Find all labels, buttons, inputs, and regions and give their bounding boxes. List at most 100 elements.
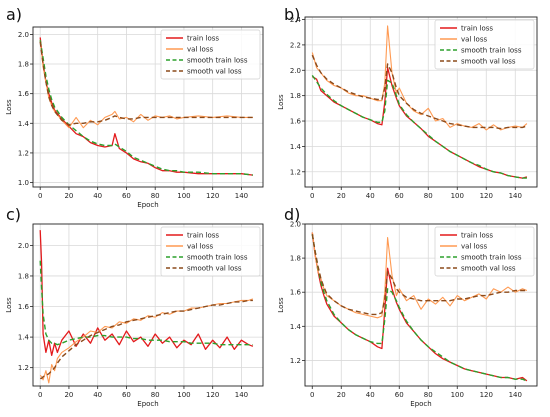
y-tick-label: 2.0 (18, 242, 29, 250)
x-tick-label: 40 (93, 192, 102, 200)
x-tick-label: 20 (64, 192, 73, 200)
panel-label: b) (284, 5, 300, 24)
x-tick-label: 60 (395, 391, 404, 399)
x-tick-label: 80 (424, 192, 433, 200)
legend-entry: smooth val loss (187, 265, 242, 273)
y-tick-label: 1.6 (18, 90, 30, 98)
series-line-smooth-val-loss (39, 41, 253, 126)
y-tick-label: 2.4 (290, 16, 302, 24)
series-line-train-loss (311, 67, 528, 179)
y-tick-label: 2.0 (290, 67, 301, 75)
series-line-train-loss (311, 232, 528, 382)
legend-box (434, 19, 535, 70)
x-tick-label: 80 (424, 391, 433, 399)
y-tick-label: 1.4 (18, 120, 30, 128)
chart-panel-3: 0 20 40 60 80 100 120 140 1.2 1.4 1.6 1.8 2.0 Epoch Lo… (5, 205, 264, 408)
y-tick-label: 1.4 (290, 323, 302, 331)
y-tick-label: 1.0 (18, 179, 29, 187)
y-tick-label: 1.4 (290, 143, 302, 151)
legend-entry: smooth train loss (187, 57, 248, 65)
y-axis-label: Loss (5, 99, 13, 115)
x-tick-label: 120 (480, 192, 493, 200)
x-tick-label: 60 (122, 391, 131, 399)
x-tick-label: 140 (509, 192, 522, 200)
x-axis-label: Epoch (410, 400, 431, 408)
legend-entry: train loss (461, 232, 493, 240)
chart-panel-1: 0 20 40 60 80 100 120 140 1.0 1.2 1.4 1.6 1.8 2.0 Epoc… (5, 5, 264, 209)
x-tick-label: 60 (122, 192, 131, 200)
x-tick-label: 0 (310, 192, 314, 200)
series-line-smooth-val-loss (311, 54, 528, 130)
legend-entry: smooth train loss (461, 254, 522, 262)
x-tick-label: 40 (366, 192, 375, 200)
y-tick-label: 1.6 (290, 118, 302, 126)
x-tick-label: 100 (177, 391, 190, 399)
y-tick-label: 1.8 (290, 92, 301, 100)
series-line-smooth-train-loss (311, 234, 528, 382)
legend-box (160, 226, 261, 277)
x-tick-label: 140 (509, 391, 522, 399)
panel-label: d) (284, 205, 300, 224)
x-tick-label: 0 (38, 391, 42, 399)
y-tick-label: 2.2 (290, 41, 301, 49)
y-tick-label: 1.6 (290, 289, 302, 297)
legend-entry: val loss (461, 243, 487, 251)
y-tick-label: 1.4 (18, 334, 30, 342)
y-axis-label: Loss (5, 297, 13, 313)
y-tick-label: 1.8 (290, 255, 301, 263)
y-tick-label: 1.2 (18, 149, 29, 157)
y-tick-label: 2.0 (18, 31, 29, 39)
legend-entry: train loss (461, 25, 493, 33)
series-line-smooth-val-loss (40, 299, 253, 380)
series-line-train-loss (39, 230, 254, 357)
x-tick-label: 40 (366, 391, 375, 399)
x-tick-label: 120 (480, 391, 493, 399)
x-tick-label: 20 (337, 391, 346, 399)
y-tick-label: 1.2 (290, 357, 301, 365)
panel-label: a) (6, 5, 22, 24)
y-tick-label: 1.2 (18, 364, 29, 372)
legend-entry: val loss (187, 46, 213, 54)
legend-entry: smooth train loss (461, 47, 522, 55)
x-tick-label: 80 (151, 391, 160, 399)
legend-entry: val loss (187, 243, 213, 251)
series-line-smooth-val-loss (311, 234, 527, 316)
x-tick-label: 100 (177, 192, 190, 200)
legend-entry: smooth val loss (187, 68, 242, 76)
chart-panel-2: 0 20 40 60 80 100 120 140 1.2 1.4 1.6 1.8 2.0 2.2 2.4 L… (277, 5, 538, 200)
x-tick-label: 140 (235, 192, 248, 200)
chart-panel-4: 0 20 40 60 80 100 120 140 1.2 1.4 1.6 1.8 2.0 Epoch Lo… (277, 205, 538, 408)
x-tick-label: 140 (235, 391, 248, 399)
x-tick-label: 120 (206, 391, 219, 399)
legend-entry: smooth train loss (187, 254, 248, 262)
plot-frame (32, 26, 264, 188)
legend-entry: train loss (187, 232, 219, 240)
y-axis-label: Loss (277, 297, 285, 313)
plot-frame (304, 16, 538, 188)
series-line-smooth-train-loss (39, 260, 253, 346)
y-tick-label: 1.2 (290, 168, 301, 176)
y-tick-label: 1.6 (18, 303, 30, 311)
plot-frame (32, 223, 264, 387)
x-tick-label: 20 (337, 192, 346, 200)
x-tick-label: 0 (310, 391, 314, 399)
legend-entry: smooth val loss (461, 58, 516, 66)
series-line-train-loss (39, 37, 253, 176)
legend-entry: smooth val loss (461, 265, 516, 273)
y-tick-label: 2.0 (290, 221, 301, 229)
x-tick-label: 20 (64, 391, 73, 399)
series-line-smooth-train-loss (311, 75, 527, 179)
x-tick-label: 0 (38, 192, 42, 200)
x-tick-label: 40 (93, 391, 102, 399)
series-line-val-loss (311, 232, 528, 319)
series-line-val-loss (39, 298, 254, 384)
x-tick-label: 100 (451, 192, 464, 200)
legend-box (160, 29, 261, 80)
series-line-smooth-train-loss (39, 40, 253, 176)
legend-box (434, 226, 535, 277)
panel-label: c) (6, 205, 21, 224)
x-tick-label: 80 (151, 192, 160, 200)
x-tick-label: 60 (395, 192, 404, 200)
